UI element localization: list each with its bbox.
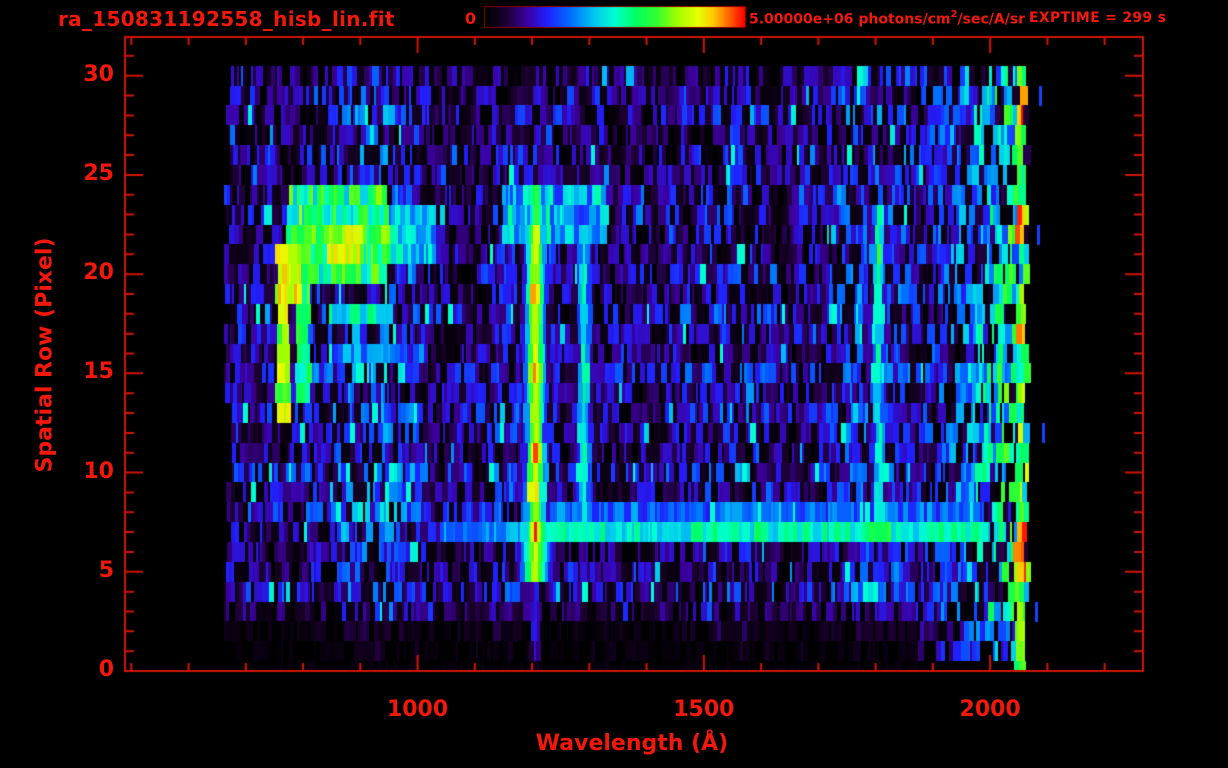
- y-tick-label: 30: [83, 61, 114, 87]
- y-tick-label: 0: [98, 657, 114, 682]
- file-title: ra_150831192558_hisb_lin.fit: [58, 7, 395, 31]
- exptime-label: EXPTIME = 299 s: [1029, 10, 1167, 26]
- y-tick-label: 20: [83, 260, 114, 286]
- x-axis-label: Wavelength (Å): [535, 731, 729, 756]
- y-tick-label: 5: [98, 557, 114, 583]
- x-tick-label: 1500: [673, 697, 735, 722]
- colorbar-max-label-suffix: /sec/A/sr: [957, 11, 1026, 28]
- y-tick-label: 15: [83, 359, 114, 385]
- x-tick-label: 2000: [959, 697, 1021, 722]
- colorbar-max-label: 5.00000e+06 photons/cm2/sec/A/sr: [749, 9, 1026, 28]
- colorbar-max-label-superscript: 2: [950, 9, 958, 20]
- y-axis-label: Spatial Row (Pixel): [32, 237, 58, 473]
- colorbar-max-label-prefix: 5.00000e+06 photons/cm: [749, 11, 951, 28]
- y-tick-label: 25: [83, 160, 114, 186]
- y-tick-label: 10: [83, 458, 114, 484]
- colorbar-min-label: 0: [464, 9, 476, 28]
- x-tick-label: 1000: [386, 697, 449, 722]
